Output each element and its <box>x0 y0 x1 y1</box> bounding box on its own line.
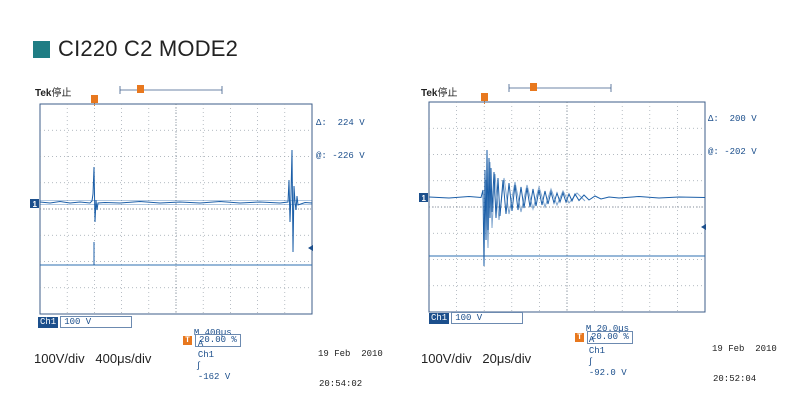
channel-1-ground-marker[interactable]: 1 <box>419 193 428 203</box>
capture-time: 20:52:04 <box>713 374 757 384</box>
trigger-position-icon: T <box>575 333 584 342</box>
trigger-level-arrow-icon[interactable] <box>701 224 706 230</box>
left-timebase-readout[interactable]: M 400µs A Ch1 ∫ -162 V <box>183 317 232 383</box>
svg-text:1: 1 <box>33 200 38 209</box>
at-value: -202 V <box>724 147 757 157</box>
left-status-bar: Ch1 100 V <box>38 316 133 328</box>
trigger-position-value: 20.00 % <box>587 331 633 344</box>
trigger-position-icon: T <box>183 336 192 345</box>
record-view-bar <box>508 84 612 92</box>
trigger-slope-icon: ∫ <box>195 361 202 371</box>
right-trigger-position[interactable]: T 20.00 % <box>575 331 633 344</box>
svg-text:1: 1 <box>422 194 427 203</box>
at-label: @: <box>316 151 327 161</box>
title-marker-square <box>33 41 50 58</box>
left-cursor-readout: Δ: 224 V @: -226 V <box>316 96 365 173</box>
waveform-trace <box>428 149 706 267</box>
delta-label: Δ: <box>708 114 719 124</box>
tek-logo: Tek <box>35 88 52 99</box>
waveform-trace <box>39 149 313 265</box>
delta-label: Δ: <box>316 118 327 128</box>
left-caption: 100V/div 400μs/div <box>34 351 152 366</box>
capture-date: 19 Feb 2010 <box>712 344 777 354</box>
trigger-position-marker[interactable] <box>91 85 144 106</box>
channel-1-scale[interactable]: 100 V <box>451 312 524 324</box>
right-scope-header: Tek停止 <box>421 84 458 99</box>
right-caption: 100V/div 20μs/div <box>421 351 532 366</box>
channel-1-tag[interactable]: Ch1 <box>429 312 450 324</box>
timebase: M 20.0µs <box>585 324 630 334</box>
capture-date: 19 Feb 2010 <box>318 349 383 359</box>
at-value: -226 V <box>332 151 365 161</box>
page-title: CI220 C2 MODE2 <box>58 36 239 61</box>
trigger-source: Ch1 <box>588 346 606 356</box>
trigger-level: -162 V <box>197 372 231 382</box>
right-cursor-readout: Δ: 200 V @: -202 V <box>708 92 757 169</box>
trigger-mode: A <box>588 335 595 345</box>
at-label: @: <box>708 147 719 157</box>
trigger-level-arrow-icon[interactable] <box>308 245 313 251</box>
left-scope-display: 1 <box>30 85 313 315</box>
left-timestamp: 19 Feb 2010 20:54:02 <box>318 329 383 399</box>
delta-value: 224 V <box>337 118 365 128</box>
graticule-grid <box>40 104 312 314</box>
timebase: M 400µs <box>193 328 232 338</box>
capture-time: 20:54:02 <box>319 379 363 389</box>
trigger-mode: A <box>197 339 204 349</box>
tek-logo: Tek <box>421 88 438 99</box>
graticule-grid <box>429 102 705 312</box>
run-status: 停止 <box>437 88 458 99</box>
run-status: 停止 <box>51 88 72 99</box>
channel-1-scale[interactable]: 100 V <box>60 316 133 328</box>
channel-1-ground-marker[interactable]: 1 <box>30 199 39 209</box>
channel-1-tag[interactable]: Ch1 <box>38 316 59 328</box>
right-scope-display: 1 <box>419 83 706 313</box>
left-scope-header: Tek停止 <box>35 84 72 99</box>
trigger-level: -92.0 V <box>588 368 627 378</box>
left-trigger-position[interactable]: T 20.00 % <box>183 334 241 347</box>
trigger-position-value: 20.00 % <box>195 334 241 347</box>
trigger-slope-icon: ∫ <box>587 357 594 367</box>
trigger-source: Ch1 <box>197 350 215 360</box>
right-timestamp: 19 Feb 2010 20:52:04 <box>712 324 777 394</box>
delta-value: 200 V <box>729 114 757 124</box>
right-status-bar: Ch1 100 V <box>429 312 524 324</box>
right-timebase-readout[interactable]: M 20.0µs A Ch1 ∫ -92.0 V <box>575 313 629 379</box>
record-view-bar <box>119 86 223 94</box>
